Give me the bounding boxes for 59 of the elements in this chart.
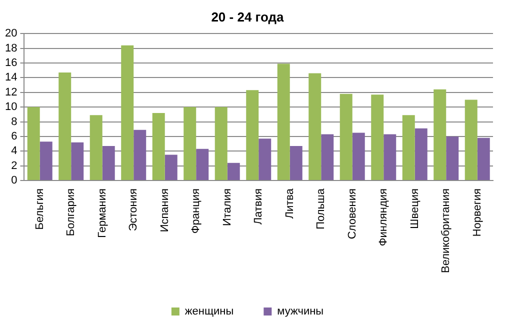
bar [102,146,115,180]
bar [40,142,52,180]
bar [246,90,259,180]
bar [164,154,178,180]
y-tick-label: 4 [11,145,18,158]
bar [446,136,459,180]
bar [258,138,272,180]
bar [196,148,209,180]
bar [321,134,334,180]
bar [214,107,228,180]
y-tick-label: 10 [4,101,18,114]
bar [384,134,396,180]
bar [340,94,352,180]
y-tick-label: 20 [4,28,18,40]
bar [58,72,72,180]
x-tick-label: Латвия [252,188,265,225]
bar [184,107,196,180]
x-tick-label: Великобритания [440,188,452,274]
x-tick-label: Германия [96,188,108,238]
y-tick-label: 6 [11,130,18,142]
bar [477,138,490,180]
bar [227,162,240,180]
x-tick-label: Болгария [65,188,78,236]
bar [434,89,446,180]
x-tick-label: Швеция [408,188,421,229]
y-tick-label: 14 [4,72,18,84]
x-tick-label: Словения [346,188,358,240]
y-tick-label: 0 [11,174,18,187]
bar [152,112,165,180]
bar [121,45,134,180]
legend-label: женщины [184,306,234,318]
x-tick-label: Литва [284,188,296,219]
bar [414,128,428,180]
legend-label: мужчины [277,306,324,318]
bar [90,115,102,180]
y-tick-label: 8 [11,116,18,128]
x-tick-label: Эстония [128,188,140,232]
bar [464,100,478,180]
bar [402,115,415,180]
chart-title: 20 - 24 года [211,9,285,24]
y-tick-label: 2 [11,160,18,172]
bar [371,94,384,180]
x-tick-label: Франция [190,188,202,234]
bar [134,130,146,180]
y-tick-label: 16 [4,57,18,70]
y-tick-label: 18 [4,42,18,54]
x-tick-label: Испания [158,188,171,232]
bar [71,142,84,180]
bar [277,64,290,180]
x-tick-label: Финляндия [378,188,390,246]
bar [308,73,322,180]
x-tick-label: Бельгия [34,188,46,230]
y-tick-label: 12 [4,86,18,98]
bar [290,146,302,180]
x-tick-label: Италия [221,188,234,226]
bar [352,132,365,180]
x-tick-label: Польша [315,188,328,230]
x-tick-label: Норвегия [471,188,484,237]
bar [27,107,40,180]
